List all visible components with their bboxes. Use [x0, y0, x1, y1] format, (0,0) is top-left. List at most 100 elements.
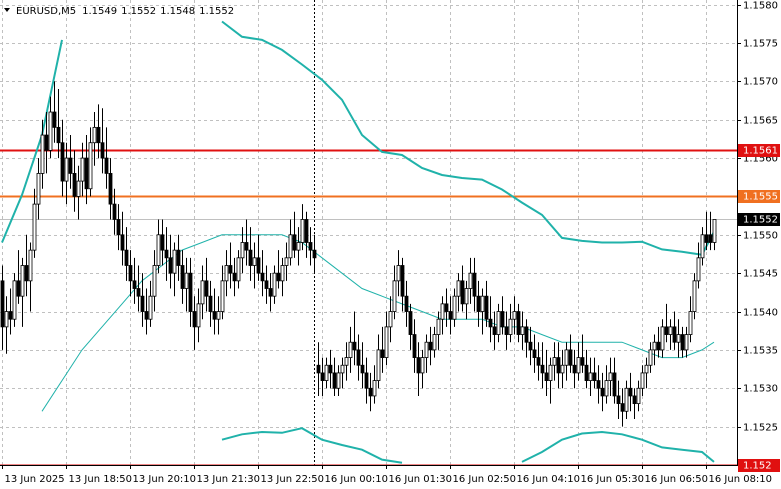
- candle-body: [548, 364, 553, 381]
- y-tick-label: 1.1560: [743, 154, 778, 165]
- candle-body: [144, 311, 149, 320]
- candle-body: [48, 111, 53, 151]
- x-tick-label: 13 Jun 21:30: [197, 474, 261, 485]
- candle-body: [708, 234, 713, 243]
- x-tick-label: 16 Jun 02:50: [453, 474, 517, 485]
- candle-body: [104, 157, 109, 174]
- candle-body: [336, 372, 341, 389]
- candle-body: [488, 318, 493, 328]
- candle-body: [680, 334, 685, 351]
- candle-body: [468, 272, 473, 289]
- candle-body: [284, 257, 289, 266]
- candle-body: [248, 249, 253, 266]
- candle-body: [356, 349, 361, 366]
- candle-body: [668, 326, 673, 335]
- candle-body: [136, 288, 141, 297]
- candle-body: [68, 157, 73, 174]
- candle-body: [452, 295, 457, 320]
- candle-body: [372, 380, 377, 397]
- candle-body: [240, 242, 245, 259]
- candle-body: [236, 257, 241, 282]
- candle-body: [624, 387, 629, 412]
- candle-body: [148, 295, 153, 320]
- candle-body: [644, 364, 649, 374]
- candle-body: [596, 380, 601, 389]
- candle-body: [100, 142, 105, 159]
- level-box: [738, 459, 780, 472]
- candle-body: [188, 272, 193, 312]
- candle-body: [576, 357, 581, 374]
- candle-body: [600, 387, 605, 397]
- level-label: 1.1555: [743, 192, 778, 203]
- candle-body: [552, 357, 557, 366]
- candle-body: [316, 364, 321, 374]
- candle-body: [56, 126, 61, 144]
- x-tick-label: 13 Jun 18:50: [69, 474, 133, 485]
- candle-body: [516, 311, 521, 335]
- candle-body: [76, 180, 81, 197]
- candle-body: [700, 234, 705, 259]
- candle-body: [44, 134, 49, 151]
- candle-body: [540, 364, 545, 374]
- candle-body: [568, 349, 573, 366]
- level-label: 1.152: [743, 461, 772, 472]
- candle-body: [396, 265, 401, 282]
- candle-body: [504, 326, 509, 335]
- candle-body: [604, 380, 609, 397]
- candle-body: [320, 372, 325, 381]
- candle-body: [120, 234, 125, 251]
- level-box: [738, 190, 780, 203]
- candle-body: [584, 364, 589, 381]
- candle-body: [268, 288, 273, 297]
- indicator-line: [221, 427, 715, 464]
- candle-body: [420, 357, 425, 374]
- candle-body: [340, 364, 345, 374]
- candle-body: [448, 311, 453, 320]
- candle-body: [24, 265, 29, 282]
- candle-body: [528, 341, 533, 351]
- x-tick-label: 16 Jun 04:10: [517, 474, 581, 485]
- candle-body: [380, 349, 385, 358]
- y-tick-label: 1.1525: [743, 423, 778, 434]
- candle-body: [292, 234, 297, 251]
- candle-body: [12, 280, 17, 320]
- candle-body: [260, 272, 265, 282]
- candle-body: [360, 364, 365, 374]
- candle-body: [688, 311, 693, 335]
- candle-body: [496, 311, 501, 335]
- candle-body: [8, 311, 13, 320]
- candle-body: [264, 280, 269, 289]
- price-box: [738, 213, 780, 226]
- candle-body: [484, 295, 489, 320]
- candle-body: [640, 372, 645, 389]
- candle-body: [160, 234, 165, 251]
- candle-body: [124, 249, 129, 266]
- candle-body: [556, 357, 561, 374]
- candle-body: [456, 280, 461, 297]
- candle-body: [520, 326, 525, 335]
- candle-body: [580, 357, 585, 366]
- candle-body: [20, 265, 25, 297]
- candle-body: [332, 372, 337, 389]
- candle-body: [216, 311, 221, 320]
- candle-body: [308, 242, 313, 251]
- candle-body: [368, 387, 373, 397]
- candle-body: [536, 357, 541, 366]
- candle-body: [676, 334, 681, 343]
- candle-body: [108, 173, 113, 205]
- candle-body: [628, 387, 633, 397]
- candle-body: [128, 265, 133, 282]
- candle-body: [616, 395, 621, 405]
- candle-body: [4, 311, 9, 328]
- candle-body: [408, 311, 413, 335]
- x-tick-label: 13 Jun 20:10: [133, 474, 197, 485]
- candle-body: [64, 157, 69, 182]
- candle-body: [544, 372, 549, 381]
- candle-body: [324, 364, 329, 381]
- x-tick-label: 16 Jun 08:10: [709, 474, 773, 485]
- candle-body: [344, 357, 349, 366]
- chart-title: EURUSD,M5: [16, 6, 76, 17]
- candle-body: [288, 234, 293, 259]
